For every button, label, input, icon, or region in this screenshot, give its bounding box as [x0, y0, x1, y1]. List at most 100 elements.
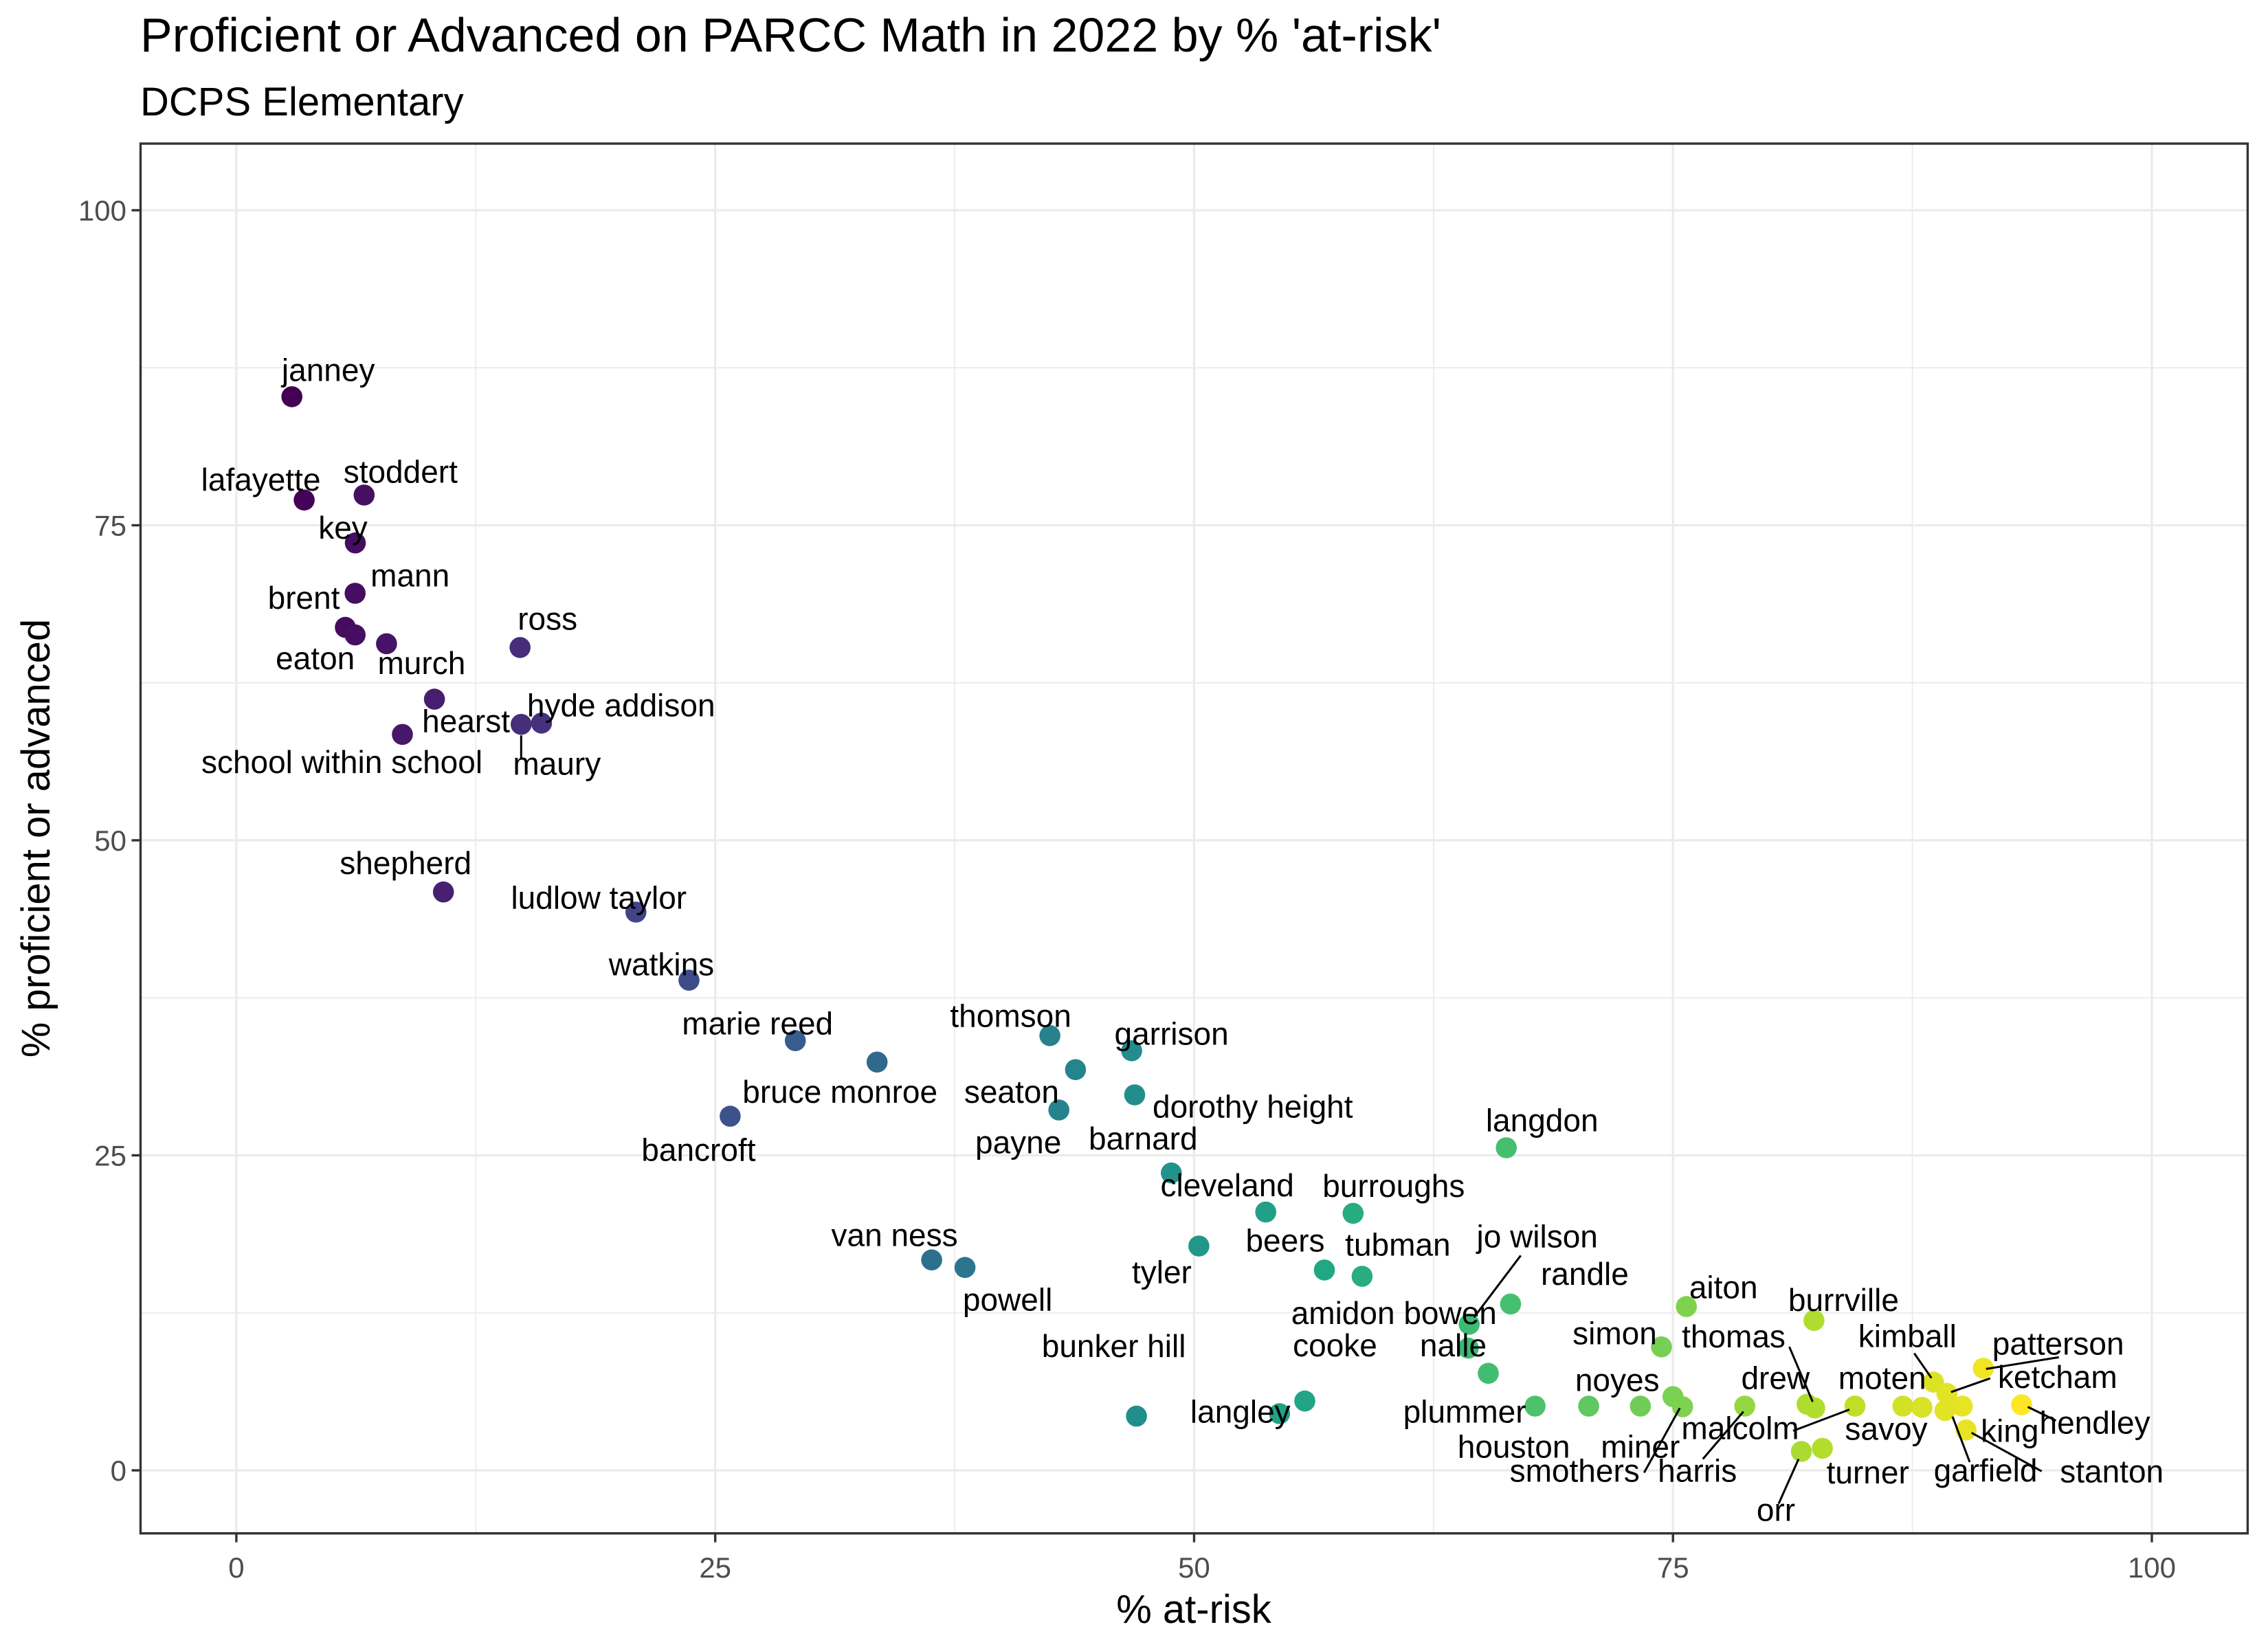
data-point [1790, 1441, 1812, 1462]
data-point [1500, 1293, 1522, 1315]
data-point [344, 583, 366, 604]
point-label: savoy [1845, 1411, 1927, 1446]
point-label: aiton [1689, 1270, 1758, 1305]
data-point [1065, 1059, 1087, 1081]
point-label: stoddert [344, 454, 458, 490]
point-label: hearst [422, 704, 510, 739]
point-label: tyler [1132, 1255, 1192, 1290]
data-point [678, 969, 700, 991]
point-label: hendley [2040, 1405, 2150, 1441]
y-tick-label: 25 [94, 1140, 126, 1172]
point-label: murch [377, 645, 465, 681]
label-leader-line [1473, 1255, 1522, 1319]
data-point [1630, 1395, 1652, 1417]
label-leader-line [1986, 1356, 2059, 1370]
point-label: janney [280, 352, 375, 388]
data-point [2011, 1394, 2032, 1415]
point-label: eaton [276, 640, 355, 676]
point-label: school within school [201, 744, 482, 780]
point-label: hyde addison [527, 687, 715, 723]
point-label: thomson [950, 998, 1071, 1033]
data-point [1294, 1390, 1315, 1412]
data-point [1342, 1202, 1364, 1224]
data-point [1578, 1395, 1599, 1417]
label-leader-line [1643, 1407, 1681, 1474]
point-label: harris [1658, 1453, 1737, 1489]
point-label: langley [1190, 1394, 1291, 1430]
label-leader-line [2027, 1406, 2057, 1422]
point-label: cooke [1293, 1327, 1377, 1363]
data-point [1892, 1395, 1913, 1417]
data-point [531, 713, 553, 734]
x-tick-label: 0 [228, 1551, 244, 1584]
point-label: dorothy height [1153, 1089, 1353, 1125]
point-label: malcolm [1681, 1411, 1799, 1446]
data-point [1458, 1314, 1480, 1335]
data-point [1048, 1099, 1069, 1121]
data-point [392, 723, 413, 745]
point-label: watkins [608, 947, 714, 983]
point-label: kimball [1858, 1319, 1957, 1354]
point-label: thomas [1682, 1319, 1786, 1354]
x-tick-label: 50 [1178, 1551, 1210, 1584]
point-label: ketcham [1998, 1359, 2117, 1395]
data-point [509, 637, 531, 658]
data-point [1676, 1296, 1697, 1317]
data-point [1351, 1266, 1373, 1287]
x-axis-title: % at-risk [1116, 1587, 1272, 1632]
data-point [1458, 1337, 1479, 1359]
point-label: burroughs [1322, 1168, 1465, 1204]
data-point [376, 633, 397, 655]
x-tick-label: 75 [1657, 1551, 1689, 1584]
data-point [1255, 1201, 1276, 1223]
point-label: jo wilson [1475, 1218, 1597, 1254]
data-point [1313, 1259, 1335, 1281]
point-label: van ness [832, 1218, 958, 1253]
data-point [1188, 1235, 1210, 1257]
point-label: tubman [1345, 1227, 1450, 1263]
point-label: drew [1741, 1360, 1810, 1396]
point-label: brent [268, 580, 340, 616]
label-leader-line [1970, 1431, 2043, 1472]
label-leader-line [1777, 1458, 1800, 1505]
label-leader-line [1950, 1377, 1991, 1393]
point-label: smothers [1510, 1452, 1640, 1488]
data-point [1126, 1405, 1147, 1427]
point-label: bruce monroe [742, 1074, 937, 1110]
data-point [1844, 1395, 1866, 1417]
point-label: barnard [1089, 1121, 1198, 1156]
point-label: payne [975, 1125, 1061, 1160]
data-point [432, 881, 454, 903]
point-label: king [1981, 1413, 2038, 1449]
data-point [1804, 1397, 1825, 1419]
data-point [1934, 1400, 1956, 1422]
point-label: noyes [1575, 1362, 1660, 1398]
panel-layer: 0 25 50 75 100 0 25 50 75 100 [78, 142, 2249, 1584]
y-tick-label: 0 [111, 1455, 126, 1487]
point-label: cleveland [1161, 1167, 1294, 1203]
data-point [1269, 1403, 1291, 1424]
chart-subtitle: DCPS Elementary [140, 80, 464, 124]
data-point [1972, 1358, 1994, 1379]
data-point [921, 1249, 942, 1270]
point-label: amidon bowen [1291, 1295, 1497, 1331]
data-point [866, 1051, 888, 1073]
data-point [353, 484, 375, 506]
point-label: turner [1827, 1455, 1909, 1490]
point-label: maury [513, 745, 601, 781]
point-label: garrison [1114, 1016, 1228, 1051]
data-point [1496, 1137, 1517, 1158]
y-axis-title: % proficient or advanced [14, 619, 58, 1057]
point-label: seaton [964, 1074, 1059, 1110]
point-label: houston [1458, 1429, 1570, 1465]
data-point [1651, 1336, 1672, 1358]
x-tick-label: 25 [699, 1551, 731, 1584]
point-label: beers [1245, 1222, 1324, 1258]
point-label: langdon [1486, 1103, 1599, 1138]
data-point [1951, 1395, 1973, 1417]
data-point [293, 489, 315, 511]
x-tick-label: 100 [2128, 1551, 2176, 1584]
point-label: ross [518, 601, 577, 636]
data-point [1911, 1397, 1933, 1418]
